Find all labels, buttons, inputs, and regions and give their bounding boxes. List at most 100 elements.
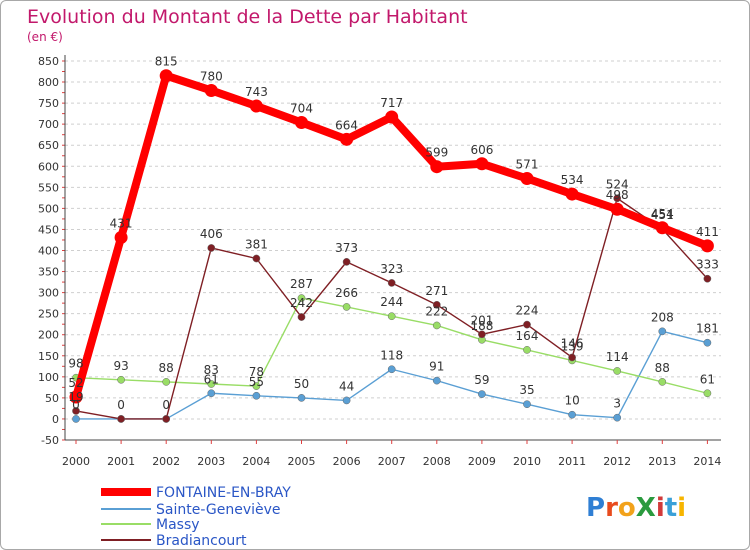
- data-point: [703, 338, 712, 347]
- data-point: [432, 376, 441, 385]
- data-label: 333: [696, 258, 719, 272]
- data-label: 606: [470, 143, 493, 157]
- data-label: 323: [380, 262, 403, 276]
- data-point: [252, 391, 261, 400]
- data-point: [249, 99, 263, 113]
- data-point: [478, 330, 486, 339]
- data-point: [114, 230, 128, 244]
- legend-label: FONTAINE-EN-BRAY: [156, 485, 291, 501]
- y-tick-label: 0: [52, 413, 59, 426]
- y-tick-label: 100: [38, 371, 59, 384]
- data-point: [523, 346, 531, 354]
- data-label: 91: [429, 360, 444, 374]
- data-label: 266: [335, 286, 358, 300]
- data-point: [655, 221, 669, 235]
- y-tick-label: 50: [45, 392, 59, 405]
- data-label: 55: [249, 375, 264, 389]
- data-label: 244: [380, 295, 403, 309]
- x-tick-label: 2014: [693, 455, 721, 468]
- x-tick-label: 2007: [378, 455, 406, 468]
- x-tick-label: 2005: [288, 455, 316, 468]
- y-tick-label: 700: [38, 118, 59, 131]
- x-tick-label: 2001: [107, 455, 135, 468]
- x-tick-label: 2003: [197, 455, 225, 468]
- x-tick-label: 2009: [468, 455, 496, 468]
- data-point: [295, 115, 308, 129]
- data-label: 83: [204, 363, 219, 377]
- data-label: 524: [606, 177, 629, 191]
- data-label: 780: [200, 69, 223, 83]
- data-point: [430, 160, 444, 174]
- y-tick-label: 850: [38, 55, 59, 68]
- data-point: [162, 378, 171, 386]
- x-tick-label: 2004: [242, 455, 270, 468]
- data-label: 451: [651, 208, 674, 222]
- data-point: [658, 378, 667, 386]
- data-label: 188: [470, 319, 493, 333]
- data-point: [207, 380, 216, 388]
- data-label: 599: [425, 146, 448, 160]
- y-tick-label: 750: [38, 97, 59, 110]
- data-label: 59: [474, 373, 489, 387]
- data-label: 61: [700, 372, 715, 386]
- data-label: 61: [204, 372, 219, 386]
- legend-label: Bradiancourt: [156, 533, 247, 549]
- y-tick-label: 800: [38, 76, 59, 89]
- data-label: 44: [339, 379, 354, 393]
- data-point: [387, 279, 396, 287]
- legend-label: Massy: [156, 517, 200, 533]
- data-label: 0: [72, 398, 80, 412]
- x-tick-label: 2006: [333, 455, 361, 468]
- data-label: 224: [516, 304, 539, 318]
- chart-title: Evolution du Montant de la Dette par Hab…: [27, 6, 468, 28]
- data-label: 571: [516, 157, 539, 171]
- data-point: [523, 400, 531, 409]
- y-tick-label: 550: [38, 181, 59, 194]
- y-tick-label: 500: [38, 202, 59, 215]
- data-point: [342, 258, 351, 266]
- data-label: 78: [249, 365, 264, 379]
- data-label: 3: [613, 397, 621, 411]
- y-tick-label: 650: [38, 139, 59, 152]
- data-point: [387, 365, 396, 374]
- data-label: 717: [380, 96, 403, 110]
- data-point: [342, 303, 351, 311]
- x-tick-label: 2010: [513, 455, 541, 468]
- data-label: 287: [290, 277, 313, 291]
- data-label: 381: [245, 238, 268, 252]
- data-point: [117, 375, 125, 384]
- data-point: [475, 157, 489, 171]
- data-point: [159, 69, 173, 83]
- chart-subtitle: (en €): [27, 30, 63, 44]
- proxiti-logo: ProXiti: [586, 493, 686, 523]
- data-label: 815: [155, 55, 178, 69]
- data-label: 208: [651, 310, 674, 324]
- data-point: [700, 239, 714, 253]
- data-point: [703, 274, 712, 283]
- data-label: 114: [606, 350, 629, 364]
- data-label: 534: [561, 173, 584, 187]
- x-tick-label: 2013: [648, 455, 676, 468]
- data-label: 50: [294, 377, 309, 391]
- data-point: [613, 367, 622, 375]
- x-tick-label: 2008: [423, 455, 451, 468]
- y-tick-label: -50: [41, 434, 59, 447]
- x-tick-label: 2000: [62, 455, 90, 468]
- legend: FONTAINE-EN-BRAYSainte-GenevièveMassyBra…: [101, 485, 291, 549]
- x-tick-label: 2002: [152, 455, 180, 468]
- logo-text: ProXiti: [586, 493, 686, 523]
- data-point: [478, 390, 486, 398]
- data-label: 93: [113, 359, 128, 373]
- legend-label: Sainte-Geneviève: [156, 502, 281, 518]
- data-point: [72, 407, 80, 415]
- data-label: 181: [696, 322, 719, 336]
- data-point: [162, 415, 171, 423]
- data-point: [207, 389, 216, 398]
- data-point: [340, 132, 354, 146]
- data-label: 201: [470, 313, 493, 327]
- data-label: 52: [68, 376, 83, 390]
- axes: -500501001502002503003504004505005506006…: [38, 55, 721, 468]
